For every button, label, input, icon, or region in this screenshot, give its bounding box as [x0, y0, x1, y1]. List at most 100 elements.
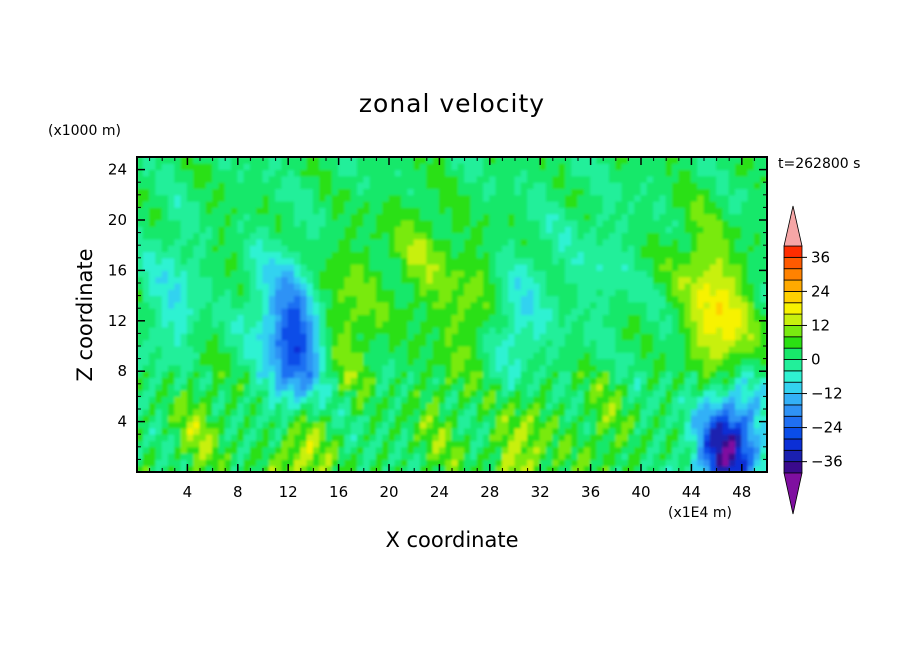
field-cell	[577, 395, 585, 404]
field-cell	[703, 175, 711, 183]
field-cell	[659, 263, 667, 271]
field-cell	[634, 181, 642, 189]
field-cell	[432, 219, 440, 227]
field-cell	[653, 206, 661, 215]
field-cell	[627, 433, 636, 441]
field-cell	[312, 169, 321, 177]
field-cell	[741, 427, 749, 435]
field-cell	[205, 402, 214, 410]
field-cell	[684, 389, 692, 397]
field-cell	[501, 295, 510, 303]
field-cell	[142, 326, 151, 334]
field-cell	[344, 232, 352, 240]
field-cell	[426, 307, 434, 315]
field-cell	[571, 219, 579, 227]
field-cell	[155, 157, 163, 164]
field-cell	[615, 288, 623, 297]
field-cell	[155, 181, 163, 189]
field-cell	[331, 282, 340, 290]
field-cell	[609, 225, 617, 234]
field-cell	[678, 389, 686, 397]
field-cell	[653, 288, 661, 297]
field-cell	[464, 232, 472, 240]
field-cell	[268, 433, 277, 441]
field-cell	[653, 232, 661, 240]
field-cell	[539, 244, 547, 252]
field-cell	[168, 282, 176, 290]
field-cell	[413, 307, 421, 315]
field-cell	[640, 452, 648, 460]
field-cell	[653, 244, 661, 252]
field-cell	[300, 395, 308, 404]
field-cell	[306, 358, 314, 366]
field-cell	[627, 314, 636, 322]
field-cell	[678, 162, 686, 171]
field-cell	[155, 414, 163, 423]
field-cell	[212, 433, 220, 441]
field-cell	[205, 433, 214, 441]
field-cell	[564, 421, 573, 429]
field-cell	[552, 433, 560, 441]
field-cell	[420, 452, 428, 460]
field-cell	[678, 307, 686, 315]
field-cell	[489, 446, 497, 454]
field-cell	[735, 408, 743, 416]
field-cell	[520, 169, 529, 177]
field-cell	[508, 326, 516, 334]
field-cell	[319, 175, 327, 183]
field-cell	[640, 402, 648, 410]
field-cell	[735, 452, 743, 460]
field-cell	[558, 225, 566, 234]
field-cell	[268, 458, 277, 467]
field-cell	[659, 295, 667, 303]
field-cell	[438, 465, 447, 472]
field-cell	[577, 188, 585, 196]
field-cell	[256, 332, 264, 341]
field-cell	[583, 295, 592, 303]
field-cell	[445, 157, 453, 164]
field-cell	[489, 307, 497, 315]
field-cell	[514, 162, 522, 171]
field-cell	[571, 169, 579, 177]
field-cell	[678, 465, 686, 472]
field-cell	[193, 395, 201, 404]
field-cell	[287, 269, 295, 278]
field-cell	[168, 194, 176, 202]
field-cell	[571, 213, 579, 221]
field-cell	[747, 244, 755, 252]
field-cell	[483, 157, 491, 164]
field-cell	[495, 408, 503, 416]
field-cell	[249, 219, 258, 227]
field-cell	[205, 194, 214, 202]
field-cell	[489, 263, 497, 271]
field-cell	[312, 295, 321, 303]
field-cell	[243, 238, 251, 246]
field-cell	[546, 276, 554, 284]
field-cell	[646, 364, 655, 372]
field-cell	[426, 465, 434, 472]
field-cell	[634, 175, 642, 183]
field-cell	[533, 433, 541, 441]
field-cell	[476, 238, 484, 246]
field-cell	[741, 251, 749, 259]
field-cell	[262, 345, 270, 353]
field-cell	[546, 175, 554, 183]
field-cell	[489, 339, 497, 347]
field-cell	[653, 314, 661, 322]
field-cell	[432, 181, 440, 189]
field-cell	[445, 383, 453, 391]
field-cell	[552, 251, 560, 259]
field-cell	[306, 269, 314, 278]
field-cell	[287, 332, 295, 341]
field-cell	[224, 244, 232, 252]
field-cell	[457, 408, 466, 416]
field-cell	[672, 414, 680, 423]
field-cell	[137, 169, 144, 177]
field-cell	[470, 251, 478, 259]
field-cell	[539, 351, 547, 360]
field-cell	[709, 320, 718, 328]
field-cell	[634, 219, 642, 227]
field-cell	[527, 244, 535, 252]
field-cell	[621, 433, 629, 441]
field-cell	[401, 244, 409, 252]
